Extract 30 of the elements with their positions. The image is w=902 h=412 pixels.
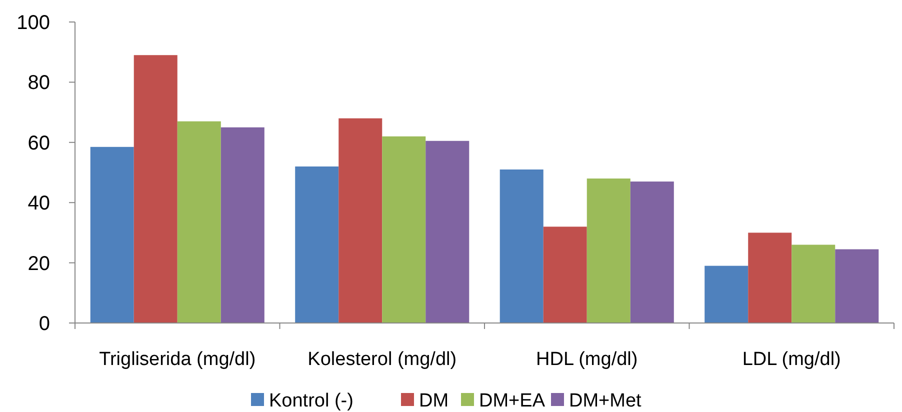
legend-label: Kontrol (-) (269, 390, 354, 412)
bar (748, 232, 792, 323)
bar (338, 118, 382, 323)
y-tick-label: 60 (28, 132, 50, 154)
bar (586, 178, 630, 323)
bar (426, 140, 470, 323)
bar (382, 136, 426, 323)
x-tick-label: HDL (mg/dl) (536, 349, 638, 370)
legend-label: DM+Met (569, 390, 642, 412)
x-tick-label: Kolesterol (mg/dl) (308, 349, 457, 370)
legend-label: DM+EA (479, 390, 546, 412)
bar (500, 169, 544, 323)
bar (134, 55, 178, 323)
y-tick-label: 100 (16, 12, 50, 34)
y-tick-label: 80 (28, 72, 50, 94)
y-tick-label: 40 (28, 192, 50, 215)
bar (835, 249, 879, 323)
x-tick-label: LDL (mg/dl) (742, 349, 841, 370)
bar (295, 166, 339, 323)
y-tick-label: 0 (38, 313, 50, 335)
bar (220, 127, 264, 323)
bar (90, 146, 134, 323)
x-tick-label: Trigliserida (mg/dl) (99, 349, 256, 370)
bar (704, 266, 748, 323)
y-tick-label: 20 (28, 252, 50, 275)
bar (177, 121, 221, 323)
bar (792, 244, 836, 323)
bar (630, 182, 674, 323)
bar (543, 226, 587, 323)
legend-label: DM (419, 390, 449, 412)
